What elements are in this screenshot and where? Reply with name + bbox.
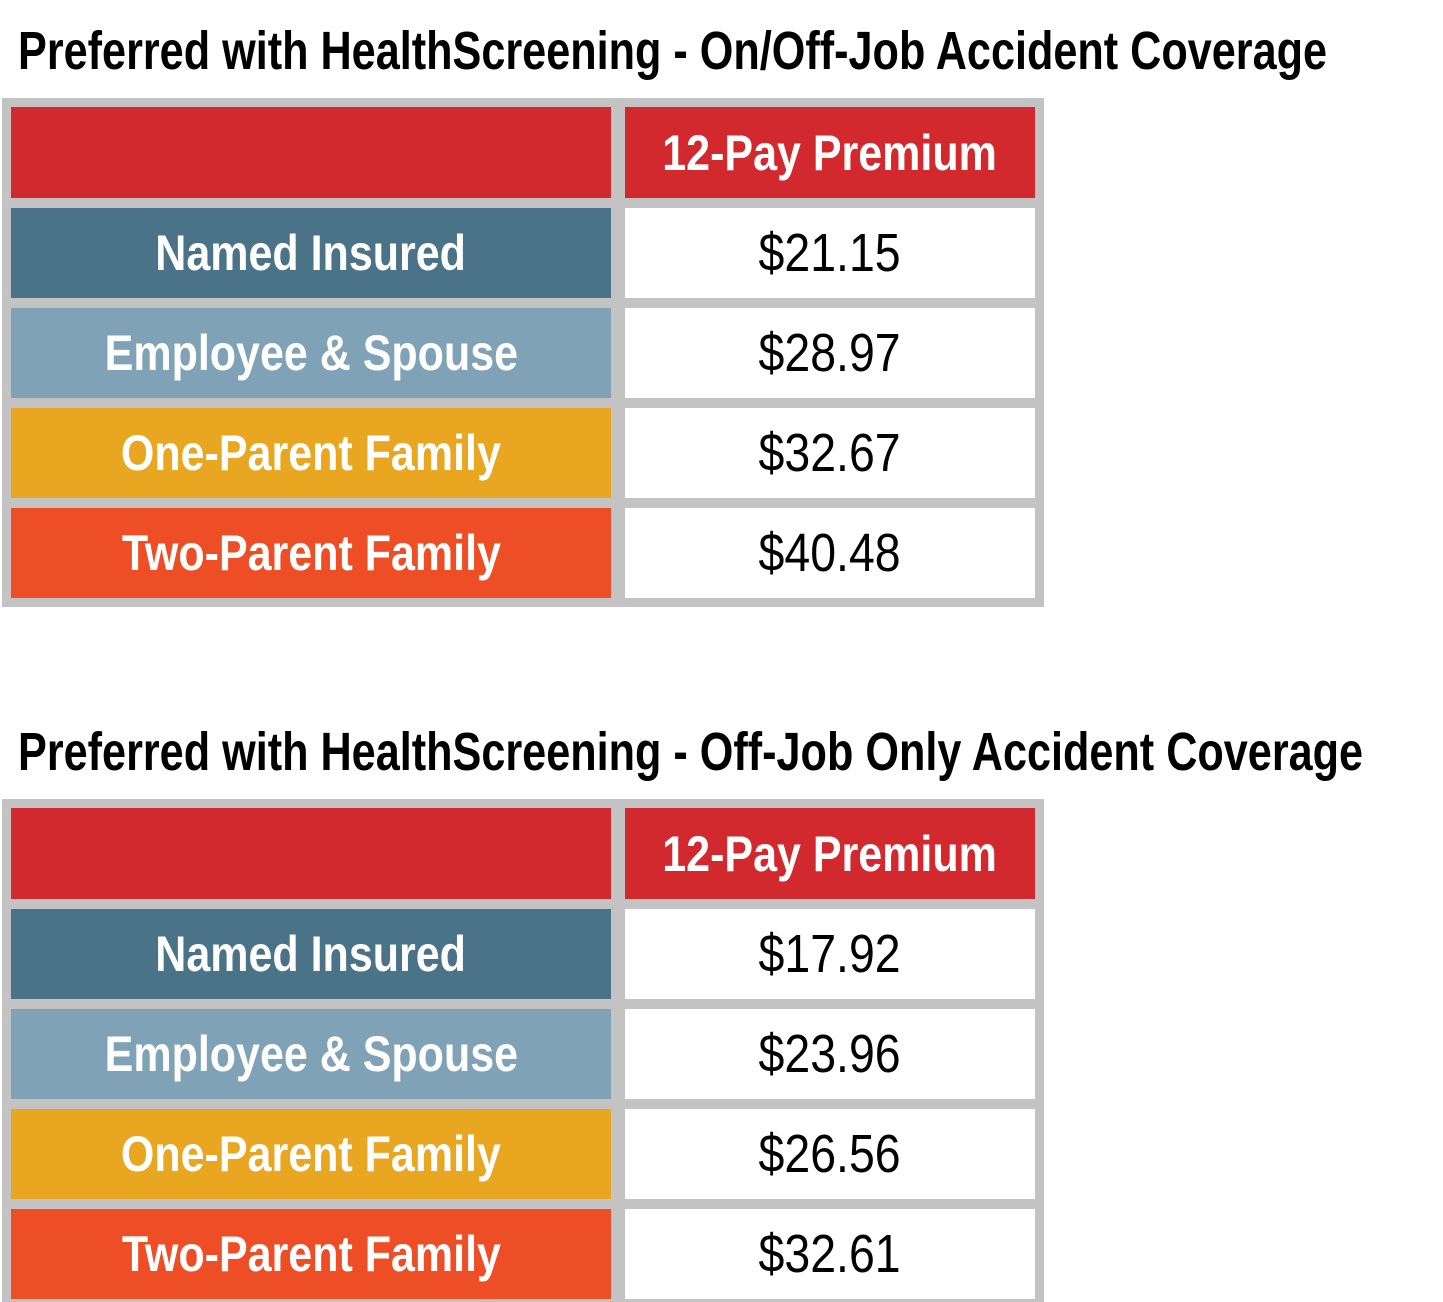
- row-value-two-parent-family: $32.61: [625, 1209, 1035, 1299]
- row-label-text: One-Parent Family: [121, 425, 501, 481]
- section-title-off-job-only: Preferred with HealthScreening - Off-Job…: [18, 725, 1443, 779]
- row-label-employee-spouse: Employee & Spouse: [11, 308, 611, 398]
- row-value-text: $26.56: [758, 1124, 902, 1184]
- row-label-text: Named Insured: [155, 926, 467, 982]
- row-value-one-parent-family: $26.56: [625, 1109, 1035, 1199]
- row-label-text: Employee & Spouse: [104, 1026, 518, 1082]
- section-off-job-only: Preferred with HealthScreening - Off-Job…: [0, 725, 1443, 1302]
- row-label-one-parent-family: One-Parent Family: [11, 408, 611, 498]
- row-label-one-parent-family: One-Parent Family: [11, 1109, 611, 1199]
- row-label-named-insured: Named Insured: [11, 208, 611, 298]
- header-cell-empty: [11, 107, 611, 198]
- row-value-named-insured: $17.92: [625, 909, 1035, 999]
- row-value-named-insured: $21.15: [625, 208, 1035, 298]
- header-cell-premium-label: 12-Pay Premium: [662, 124, 998, 181]
- row-label-named-insured: Named Insured: [11, 909, 611, 999]
- row-value-text: $32.61: [758, 1224, 902, 1284]
- rate-table-on-off-job: 12-Pay Premium Named Insured $21.15 Empl…: [2, 98, 1044, 607]
- row-label-two-parent-family: Two-Parent Family: [11, 1209, 611, 1299]
- row-value-text: $21.15: [758, 223, 902, 283]
- section-title-text: Preferred with HealthScreening - On/Off-…: [18, 21, 1328, 81]
- row-label-text: Two-Parent Family: [121, 1226, 501, 1282]
- section-title-text: Preferred with HealthScreening - Off-Job…: [18, 722, 1364, 782]
- header-cell-empty: [11, 808, 611, 899]
- row-label-text: Employee & Spouse: [104, 325, 518, 381]
- header-cell-premium: 12-Pay Premium: [625, 808, 1035, 899]
- row-value-text: $32.67: [758, 423, 902, 483]
- row-value-employee-spouse: $23.96: [625, 1009, 1035, 1099]
- section-title-on-off-job: Preferred with HealthScreening - On/Off-…: [18, 24, 1443, 78]
- row-value-text: $40.48: [758, 523, 902, 583]
- row-value-text: $23.96: [758, 1024, 902, 1084]
- row-value-two-parent-family: $40.48: [625, 508, 1035, 598]
- section-on-off-job: Preferred with HealthScreening - On/Off-…: [0, 24, 1443, 607]
- row-label-text: Two-Parent Family: [121, 525, 501, 581]
- rate-table-off-job-only: 12-Pay Premium Named Insured $17.92 Empl…: [2, 799, 1044, 1302]
- header-cell-premium-label: 12-Pay Premium: [662, 825, 998, 882]
- row-value-employee-spouse: $28.97: [625, 308, 1035, 398]
- row-label-two-parent-family: Two-Parent Family: [11, 508, 611, 598]
- row-value-text: $17.92: [758, 924, 902, 984]
- row-label-text: Named Insured: [155, 225, 467, 281]
- row-value-one-parent-family: $32.67: [625, 408, 1035, 498]
- row-label-text: One-Parent Family: [121, 1126, 501, 1182]
- row-label-employee-spouse: Employee & Spouse: [11, 1009, 611, 1099]
- header-cell-premium: 12-Pay Premium: [625, 107, 1035, 198]
- row-value-text: $28.97: [758, 323, 902, 383]
